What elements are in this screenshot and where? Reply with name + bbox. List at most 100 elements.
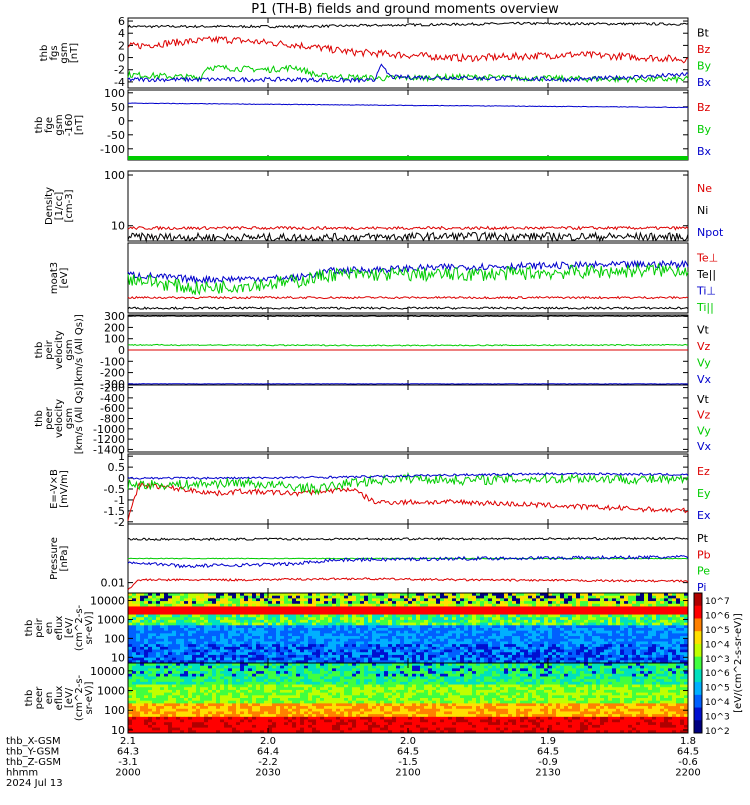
spectrogram-cell	[316, 666, 320, 669]
spectrogram-cell	[632, 668, 636, 671]
spectrogram-cell	[564, 631, 568, 634]
spectrogram-cell	[452, 612, 456, 615]
series-line-Ti||	[128, 264, 688, 295]
spectrogram-cell	[464, 641, 468, 644]
spectrogram-cell	[632, 606, 636, 609]
spectrogram-cell	[220, 609, 224, 612]
spectrogram-cell	[440, 604, 444, 607]
spectrogram-cell	[536, 606, 540, 609]
spectrogram-cell	[612, 674, 616, 677]
spectrogram-cell	[208, 617, 212, 620]
spectrogram-cell	[252, 623, 256, 626]
spectrogram-cell	[408, 636, 412, 639]
spectrogram-cell	[272, 639, 276, 642]
spectrogram-cell	[644, 628, 648, 631]
spectrogram-cell	[484, 633, 488, 636]
spectrogram-cell	[384, 620, 388, 623]
spectrogram-cell	[380, 612, 384, 615]
spectrogram-cell	[616, 652, 620, 655]
spectrogram-cell	[556, 615, 560, 618]
spectrogram-cell	[136, 636, 140, 639]
spectrogram-cell	[180, 658, 184, 661]
spectrogram-cell	[432, 598, 436, 601]
spectrogram-cell	[636, 666, 640, 669]
spectrogram-cell	[520, 601, 524, 604]
spectrogram-cell	[280, 644, 284, 647]
spectrogram-cell	[504, 598, 508, 601]
spectrogram-cell	[368, 674, 372, 677]
spectrogram-cell	[472, 604, 476, 607]
spectrogram-cell	[228, 620, 232, 623]
spectrogram-cell	[184, 598, 188, 601]
spectrogram-cell	[224, 679, 228, 682]
spectrogram-cell	[656, 679, 660, 682]
spectrogram-cell	[368, 606, 372, 609]
spectrogram-cell	[384, 601, 388, 604]
spectrogram-cell	[296, 644, 300, 647]
spectrogram-cell	[572, 639, 576, 642]
spectrogram-cell	[396, 668, 400, 671]
spectrogram-cell	[588, 658, 592, 661]
spectrogram-cell	[240, 676, 244, 679]
spectrogram-cell	[324, 655, 328, 658]
spectrogram-cell	[380, 633, 384, 636]
spectrogram-cell	[652, 620, 656, 623]
spectrogram-cell	[592, 674, 596, 677]
spectrogram-cell	[500, 647, 504, 650]
spectrogram-cell	[656, 668, 660, 671]
spectrogram-cell	[376, 620, 380, 623]
spectrogram-cell	[372, 601, 376, 604]
spectrogram-cell	[592, 668, 596, 671]
spectrogram-cell	[504, 623, 508, 626]
spectrogram-cell	[288, 644, 292, 647]
spectrogram-cell	[596, 596, 600, 599]
spectrogram-cell	[296, 601, 300, 604]
spectrogram-cell	[300, 679, 304, 682]
spectrogram-cell	[484, 623, 488, 626]
spectrogram-cell	[172, 625, 176, 628]
spectrogram-cell	[140, 615, 144, 618]
spectrogram-cell	[668, 636, 672, 639]
spectrogram-cell	[596, 604, 600, 607]
spectrogram-cell	[476, 604, 480, 607]
spectrogram-cell	[384, 658, 388, 661]
spectrogram-cell	[540, 650, 544, 653]
series-line-Pt	[128, 538, 688, 541]
spectrogram-cell	[504, 636, 508, 639]
spectrogram-cell	[488, 641, 492, 644]
spectrogram-cell	[664, 668, 668, 671]
spectrogram-cell	[232, 666, 236, 669]
spectrogram-cell	[556, 655, 560, 658]
spectrogram-cell	[580, 666, 584, 669]
spectrogram-cell	[564, 652, 568, 655]
spectrogram-cell	[660, 679, 664, 682]
spectrogram-cell	[252, 647, 256, 650]
spectrogram-cell	[228, 658, 232, 661]
spectrogram-cell	[440, 658, 444, 661]
spectrogram-cell	[616, 647, 620, 650]
spectrogram-cell	[592, 666, 596, 669]
spectrogram-cell	[276, 652, 280, 655]
spectrogram-cell	[664, 596, 668, 599]
spectrogram-cell	[564, 666, 568, 669]
spectrogram-cell	[376, 658, 380, 661]
spectrogram-cell	[396, 601, 400, 604]
y-tick-label: 50	[111, 101, 125, 114]
spectrogram-cell	[552, 644, 556, 647]
spectrogram-cell	[392, 644, 396, 647]
spectrogram-cell	[372, 598, 376, 601]
spectrogram-cell	[148, 633, 152, 636]
spectrogram-cell	[616, 620, 620, 623]
spectrogram-cell	[680, 639, 684, 642]
spectrogram-cell	[652, 631, 656, 634]
spectrogram-cell	[188, 604, 192, 607]
spectrogram-cell	[184, 647, 188, 650]
spectrogram-cell	[140, 655, 144, 658]
spectrogram-cell	[208, 650, 212, 653]
spectrogram-cell	[324, 615, 328, 618]
spectrogram-cell	[312, 668, 316, 671]
spectrogram-cell	[356, 682, 360, 685]
spectrogram-cell	[300, 682, 304, 685]
spectrogram-cell	[620, 628, 624, 631]
spectrogram-cell	[464, 601, 468, 604]
